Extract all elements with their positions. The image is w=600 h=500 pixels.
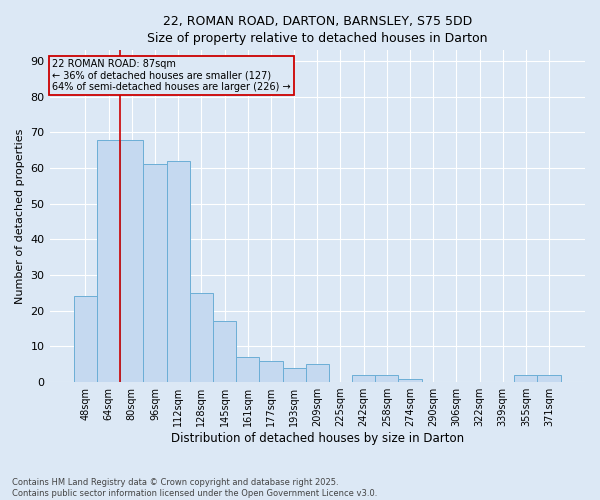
- Bar: [352, 375, 375, 382]
- Bar: [259, 360, 283, 382]
- Bar: [74, 296, 97, 382]
- Bar: [305, 364, 329, 382]
- Bar: [283, 368, 305, 382]
- Bar: [143, 164, 167, 382]
- Bar: [236, 357, 259, 382]
- Bar: [398, 378, 422, 382]
- Title: 22, ROMAN ROAD, DARTON, BARNSLEY, S75 5DD
Size of property relative to detached : 22, ROMAN ROAD, DARTON, BARNSLEY, S75 5D…: [147, 15, 488, 45]
- Bar: [97, 140, 120, 382]
- Bar: [167, 161, 190, 382]
- Bar: [514, 375, 538, 382]
- Bar: [538, 375, 560, 382]
- Text: Contains HM Land Registry data © Crown copyright and database right 2025.
Contai: Contains HM Land Registry data © Crown c…: [12, 478, 377, 498]
- Bar: [375, 375, 398, 382]
- X-axis label: Distribution of detached houses by size in Darton: Distribution of detached houses by size …: [171, 432, 464, 445]
- Text: 22 ROMAN ROAD: 87sqm
← 36% of detached houses are smaller (127)
64% of semi-deta: 22 ROMAN ROAD: 87sqm ← 36% of detached h…: [52, 58, 291, 92]
- Bar: [190, 293, 213, 382]
- Bar: [213, 322, 236, 382]
- Y-axis label: Number of detached properties: Number of detached properties: [15, 128, 25, 304]
- Bar: [120, 140, 143, 382]
